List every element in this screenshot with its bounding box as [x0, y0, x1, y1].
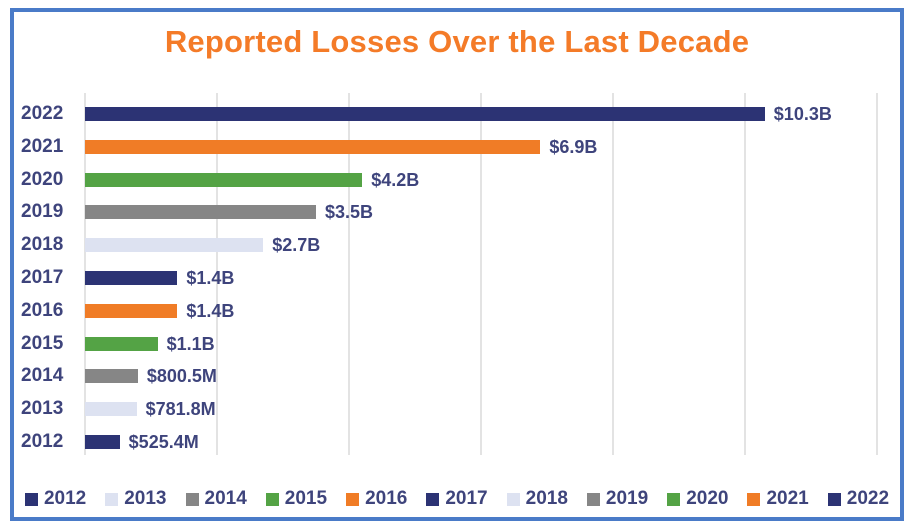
bar-row: 2021 $6.9B [21, 135, 877, 159]
gridline [216, 93, 218, 455]
year-label: 2018 [21, 234, 64, 256]
value-label: $1.4B [186, 268, 235, 288]
legend-swatch [24, 492, 38, 506]
year-label: 2020 [21, 168, 64, 190]
value-label: $10.3B [773, 104, 832, 124]
legend-item: 2022 [827, 488, 890, 509]
bar-row: 2017 $1.4B [21, 266, 877, 290]
bar-row: 2014 $800.5M [21, 364, 877, 388]
legend-label: 2013 [124, 488, 167, 509]
gridline [876, 93, 878, 455]
legend-label: 2012 [43, 488, 87, 509]
value-label: $1.4B [186, 300, 235, 321]
year-label: 2022 [21, 103, 64, 124]
year-label: 2013 [21, 398, 64, 420]
gridline [612, 93, 614, 455]
legend-label: 2018 [525, 488, 568, 509]
bar-row: 2019 $3.5B [21, 200, 877, 224]
legend-item: 2018 [506, 488, 568, 509]
legend-swatch [827, 492, 841, 506]
legend-swatch [506, 492, 520, 506]
bar-row: 2020 $4.2B [21, 168, 877, 192]
year-label: 2015 [21, 332, 64, 354]
bar [85, 271, 178, 285]
legend-item: 2021 [747, 488, 809, 509]
bar [85, 435, 120, 449]
chart-frame: Reported Losses Over the Last Decade 202… [10, 8, 904, 521]
bar [85, 205, 316, 220]
legend-swatch [667, 492, 681, 506]
year-label: 2019 [21, 201, 64, 223]
bar [85, 107, 765, 121]
bar [85, 238, 264, 253]
legend-label: 2022 [846, 488, 890, 509]
bar [85, 303, 178, 318]
value-label: $1.1B [166, 333, 215, 354]
bar [85, 336, 158, 351]
legend-item: 2017 [426, 488, 488, 509]
bar-row: 2018 $2.7B [21, 233, 877, 257]
legend: 2012 2013 2014 2015 2016 2017 2018 2019 2020 2021… [14, 489, 900, 509]
year-label: 2014 [21, 365, 64, 387]
legend-swatch [586, 492, 600, 506]
legend-item: 2016 [346, 489, 407, 509]
value-label: $525.4M [128, 432, 199, 452]
legend-item: 2015 [265, 488, 328, 509]
value-label: $6.9B [549, 136, 598, 157]
legend-label: 2020 [686, 488, 729, 509]
gridline [480, 93, 482, 455]
year-label: 2017 [21, 267, 64, 288]
legend-item: 2013 [105, 488, 167, 509]
year-label: 2012 [21, 431, 64, 452]
gridline [744, 93, 746, 455]
value-label: $2.7B [272, 235, 321, 256]
gridline [348, 93, 350, 455]
legend-item: 2020 [667, 489, 728, 509]
value-label: $4.2B [371, 169, 420, 190]
bar [85, 402, 137, 417]
legend-label: 2016 [365, 488, 408, 509]
bar-row: 2016 $1.4B [21, 299, 877, 323]
value-label: $3.5B [325, 202, 374, 223]
bar-row: 2013 $781.8M [21, 397, 877, 421]
bar [85, 172, 363, 187]
legend-swatch [426, 492, 440, 506]
bar-row: 2022 $10.3B [21, 102, 877, 126]
bar [85, 139, 541, 154]
value-label: $800.5M [146, 366, 217, 387]
bar-row: 2015 $1.1B [21, 332, 877, 356]
chart-title: Reported Losses Over the Last Decade [164, 24, 750, 59]
legend-label: 2021 [766, 488, 809, 509]
legend-item: 2014 [185, 488, 247, 509]
legend-label: 2015 [284, 488, 328, 509]
legend-label: 2017 [445, 488, 488, 509]
legend-swatch [265, 492, 279, 506]
plot-area: 2022 $10.3B 2021 $6.9B 2020 $4.2B 2019 $3.5B 201… [21, 93, 878, 455]
legend-swatch [747, 492, 761, 506]
legend-swatch [185, 492, 199, 506]
bar [85, 369, 138, 384]
legend-swatch [105, 492, 119, 506]
legend-item: 2012 [24, 488, 87, 509]
legend-label: 2019 [605, 488, 649, 509]
legend-item: 2019 [586, 488, 649, 509]
year-label: 2021 [21, 135, 64, 157]
year-label: 2016 [21, 299, 64, 321]
legend-swatch [346, 492, 360, 506]
bar-row: 2012 $525.4M [21, 430, 877, 454]
legend-label: 2014 [204, 488, 247, 509]
value-label: $781.8M [145, 399, 216, 420]
